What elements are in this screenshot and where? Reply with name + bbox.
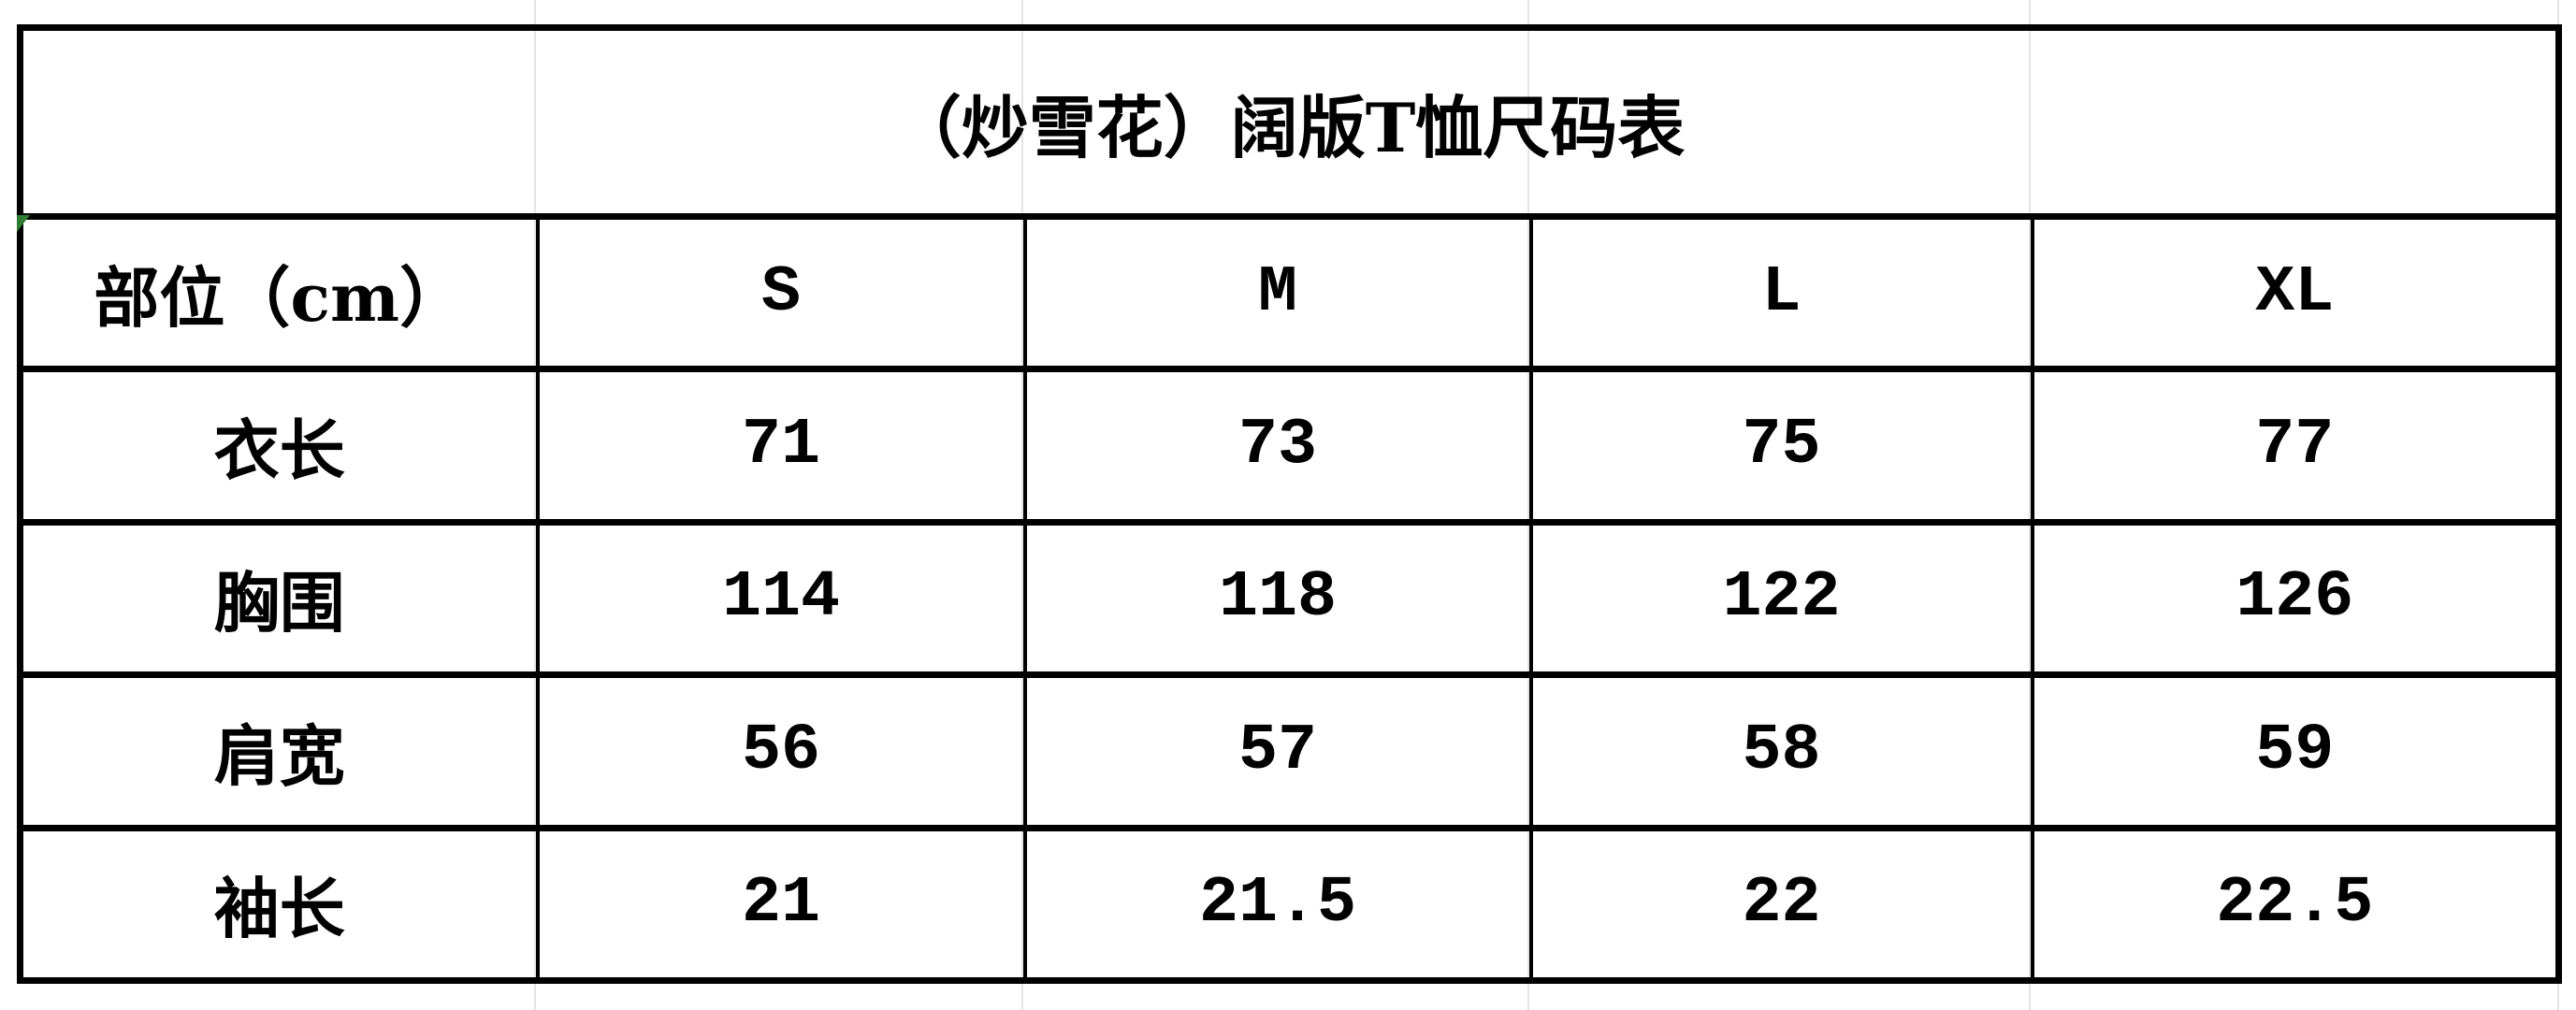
table-cell[interactable]: 75 bbox=[1528, 366, 2034, 526]
row-label[interactable]: 肩宽 bbox=[18, 671, 540, 831]
table-row: 衣长 71 73 75 77 bbox=[18, 366, 2561, 526]
header-cell-s[interactable]: S bbox=[535, 212, 1027, 373]
table-cell[interactable]: 22 bbox=[1528, 824, 2034, 985]
header-cell-part[interactable]: 部位（cm） bbox=[18, 212, 540, 373]
cell-comment-indicator-icon bbox=[17, 215, 30, 232]
row-label[interactable]: 衣长 bbox=[18, 366, 540, 526]
table-title[interactable]: （炒雪花）阔版T恤尺码表 bbox=[18, 24, 2561, 220]
table-cell[interactable]: 77 bbox=[2030, 366, 2561, 526]
header-cell-m[interactable]: M bbox=[1022, 212, 1533, 373]
table-cell[interactable]: 118 bbox=[1022, 518, 1533, 679]
row-label[interactable]: 胸围 bbox=[18, 518, 540, 679]
title-row: （炒雪花）阔版T恤尺码表 bbox=[18, 24, 2561, 220]
table-row: 袖长 21 21.5 22 22.5 bbox=[18, 824, 2561, 985]
table-cell[interactable]: 21 bbox=[535, 824, 1027, 985]
table-cell[interactable]: 122 bbox=[1528, 518, 2034, 679]
header-cell-xl[interactable]: XL bbox=[2030, 212, 2561, 373]
table-row: 肩宽 56 57 58 59 bbox=[18, 671, 2561, 831]
table-cell[interactable]: 56 bbox=[535, 671, 1027, 831]
table-cell[interactable]: 57 bbox=[1022, 671, 1533, 831]
size-chart-table: （炒雪花）阔版T恤尺码表 部位（cm） S M L XL 衣长 71 73 75… bbox=[17, 24, 2563, 985]
table-cell[interactable]: 126 bbox=[2030, 518, 2561, 679]
table-cell[interactable]: 73 bbox=[1022, 366, 1533, 526]
table-row: 胸围 114 118 122 126 bbox=[18, 518, 2561, 679]
table-cell[interactable]: 59 bbox=[2030, 671, 2561, 831]
header-cell-l[interactable]: L bbox=[1528, 212, 2034, 373]
table-cell[interactable]: 114 bbox=[535, 518, 1027, 679]
header-row: 部位（cm） S M L XL bbox=[18, 212, 2561, 373]
table-cell[interactable]: 21.5 bbox=[1022, 824, 1533, 985]
table-cell[interactable]: 58 bbox=[1528, 671, 2034, 831]
table-cell[interactable]: 71 bbox=[535, 366, 1027, 526]
row-label[interactable]: 袖长 bbox=[18, 824, 540, 985]
table-cell[interactable]: 22.5 bbox=[2030, 824, 2561, 985]
